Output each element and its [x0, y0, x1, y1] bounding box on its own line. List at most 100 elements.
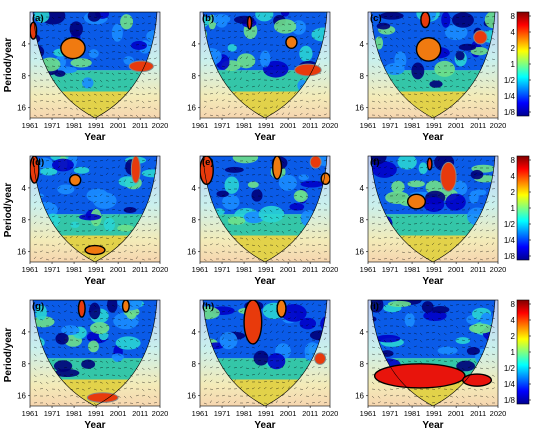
x-tick-label: 1961: [22, 409, 39, 418]
x-tick-label: 2001: [280, 265, 297, 274]
significance-contour: [373, 363, 466, 389]
panel-b: 4 8 16 1961 1971 1981 1991 2001 2011 2020 Year (b): [187, 11, 339, 143]
y-tick-label: 16: [17, 248, 26, 257]
significance-contour: [285, 35, 298, 49]
significance-contour: [309, 156, 322, 169]
y-tick-label: 4: [192, 40, 197, 49]
x-axis-label: Year: [422, 132, 443, 143]
x-tick-label: 2011: [302, 121, 318, 130]
x-tick-label: 1961: [22, 121, 39, 130]
significance-contour: [30, 21, 38, 40]
x-tick-label: 1961: [360, 121, 377, 130]
colorbar-tick-label: 8: [511, 300, 516, 309]
plot-frame: [199, 299, 331, 407]
panel-h: 4 8 16 1961 1971 1981 1991 2001 2011 2020 Year (h): [187, 299, 339, 431]
panel-c: 4 8 16 1961 1971 1981 1991 2001 2011 2020 Year (c): [355, 11, 506, 143]
colorbar-tick-label: 1: [511, 204, 516, 213]
x-tick-label: 1961: [360, 409, 377, 418]
x-tick-label: 2020: [152, 121, 169, 130]
phase-arrows: [33, 303, 158, 406]
y-tick-label: 4: [192, 184, 197, 193]
colorbar-tick-label: 4: [511, 172, 516, 181]
x-tick-label: 1981: [236, 265, 253, 274]
x-tick-label: 1981: [404, 265, 421, 274]
x-tick-label: 2011: [132, 409, 148, 418]
colorbar-tick-label: 4: [511, 28, 516, 37]
colorbar-tick-label: 4: [511, 316, 516, 325]
x-axis-label: Year: [84, 132, 105, 143]
colorbar-tick-label: 1/2: [504, 76, 516, 85]
significance-contour: [84, 244, 106, 256]
x-axis-label: Year: [84, 276, 105, 287]
x-tick-label: 1991: [426, 265, 443, 274]
panel-label: (a): [32, 13, 44, 24]
x-tick-label: 1991: [258, 265, 275, 274]
colorbar-tick-label: 1/2: [504, 364, 516, 373]
x-tick-label: 2020: [152, 265, 169, 274]
x-tick-label: 1961: [360, 265, 377, 274]
x-tick-label: 1971: [44, 265, 61, 274]
x-tick-label: 2001: [280, 121, 297, 130]
x-tick-label: 1981: [404, 409, 421, 418]
x-tick-label: 1961: [192, 265, 209, 274]
x-axis-label: Year: [84, 420, 105, 431]
significance-contour: [440, 161, 457, 192]
colorbar-tick-label: 1/4: [504, 236, 516, 245]
panel-g: 4 8 16 1961 1971 1981 1991 2001 2011 2020 Year (g): [17, 299, 168, 431]
x-tick-label: 2020: [322, 409, 339, 418]
y-tick-label: 16: [355, 104, 364, 113]
x-tick-label: 1971: [44, 409, 61, 418]
panel-label: (e): [202, 157, 214, 168]
x-axis-label: Year: [254, 276, 275, 287]
y-tick-label: 4: [360, 184, 365, 193]
panel-label: (h): [202, 301, 214, 312]
x-tick-label: 1971: [214, 265, 231, 274]
significance-contour: [406, 193, 426, 210]
y-tick-label: 8: [22, 72, 27, 81]
x-axis-label: Year: [254, 420, 275, 431]
significance-contour: [473, 30, 488, 45]
significance-contour: [86, 392, 119, 403]
panel-d: 4 8 16 1961 1971 1981 1991 2001 2011 2020 Year (d): [17, 155, 169, 287]
colorbar: [516, 11, 530, 117]
y-tick-label: 16: [17, 104, 26, 113]
x-tick-label: 1961: [192, 121, 209, 130]
colorbar-tick-label: 2: [511, 332, 516, 341]
x-tick-label: 2020: [322, 265, 339, 274]
x-tick-label: 2020: [490, 409, 507, 418]
y-axis-label-row1: Period/year: [3, 38, 14, 93]
x-tick-label: 1981: [404, 121, 421, 130]
x-tick-label: 2011: [302, 265, 318, 274]
y-tick-label: 8: [22, 216, 27, 225]
significance-contour: [60, 37, 86, 60]
y-tick-label: 8: [192, 360, 197, 369]
x-tick-label: 2011: [470, 265, 486, 274]
significance-contour: [276, 300, 287, 318]
y-tick-label: 16: [187, 248, 196, 257]
x-tick-label: 2001: [448, 121, 465, 130]
x-tick-label: 2001: [448, 409, 465, 418]
plot-frame: [29, 299, 161, 407]
significance-contour: [320, 172, 330, 186]
x-tick-label: 1991: [88, 121, 105, 130]
x-tick-label: 1991: [258, 409, 275, 418]
colorbar-tick-label: 2: [511, 44, 516, 53]
x-tick-label: 2001: [110, 121, 127, 130]
x-tick-label: 1971: [382, 409, 399, 418]
panel-e: 4 8 16 1961 1971 1981 1991 2001 2011 2020 Year (e): [187, 155, 339, 287]
y-tick-label: 8: [360, 360, 365, 369]
x-tick-label: 1991: [426, 121, 443, 130]
x-tick-label: 1981: [236, 409, 253, 418]
x-tick-label: 2001: [110, 409, 127, 418]
x-tick-label: 1971: [44, 121, 61, 130]
x-tick-label: 2001: [110, 265, 127, 274]
panel-grid: 4 8 16 1961 1971 1981 1991 2001 2011 2020 Year (a) 4…: [17, 11, 507, 431]
plot-frame: [367, 155, 499, 263]
panel-i: 4 8 16 1961 1971 1981 1991 2001 2011 2020 Year (i): [355, 299, 507, 431]
x-tick-label: 1981: [66, 121, 83, 130]
colorbar: [516, 299, 530, 405]
significance-contour: [420, 12, 431, 29]
x-tick-label: 2011: [470, 409, 486, 418]
panel-label: (f): [370, 157, 380, 168]
x-tick-label: 2020: [322, 121, 339, 130]
